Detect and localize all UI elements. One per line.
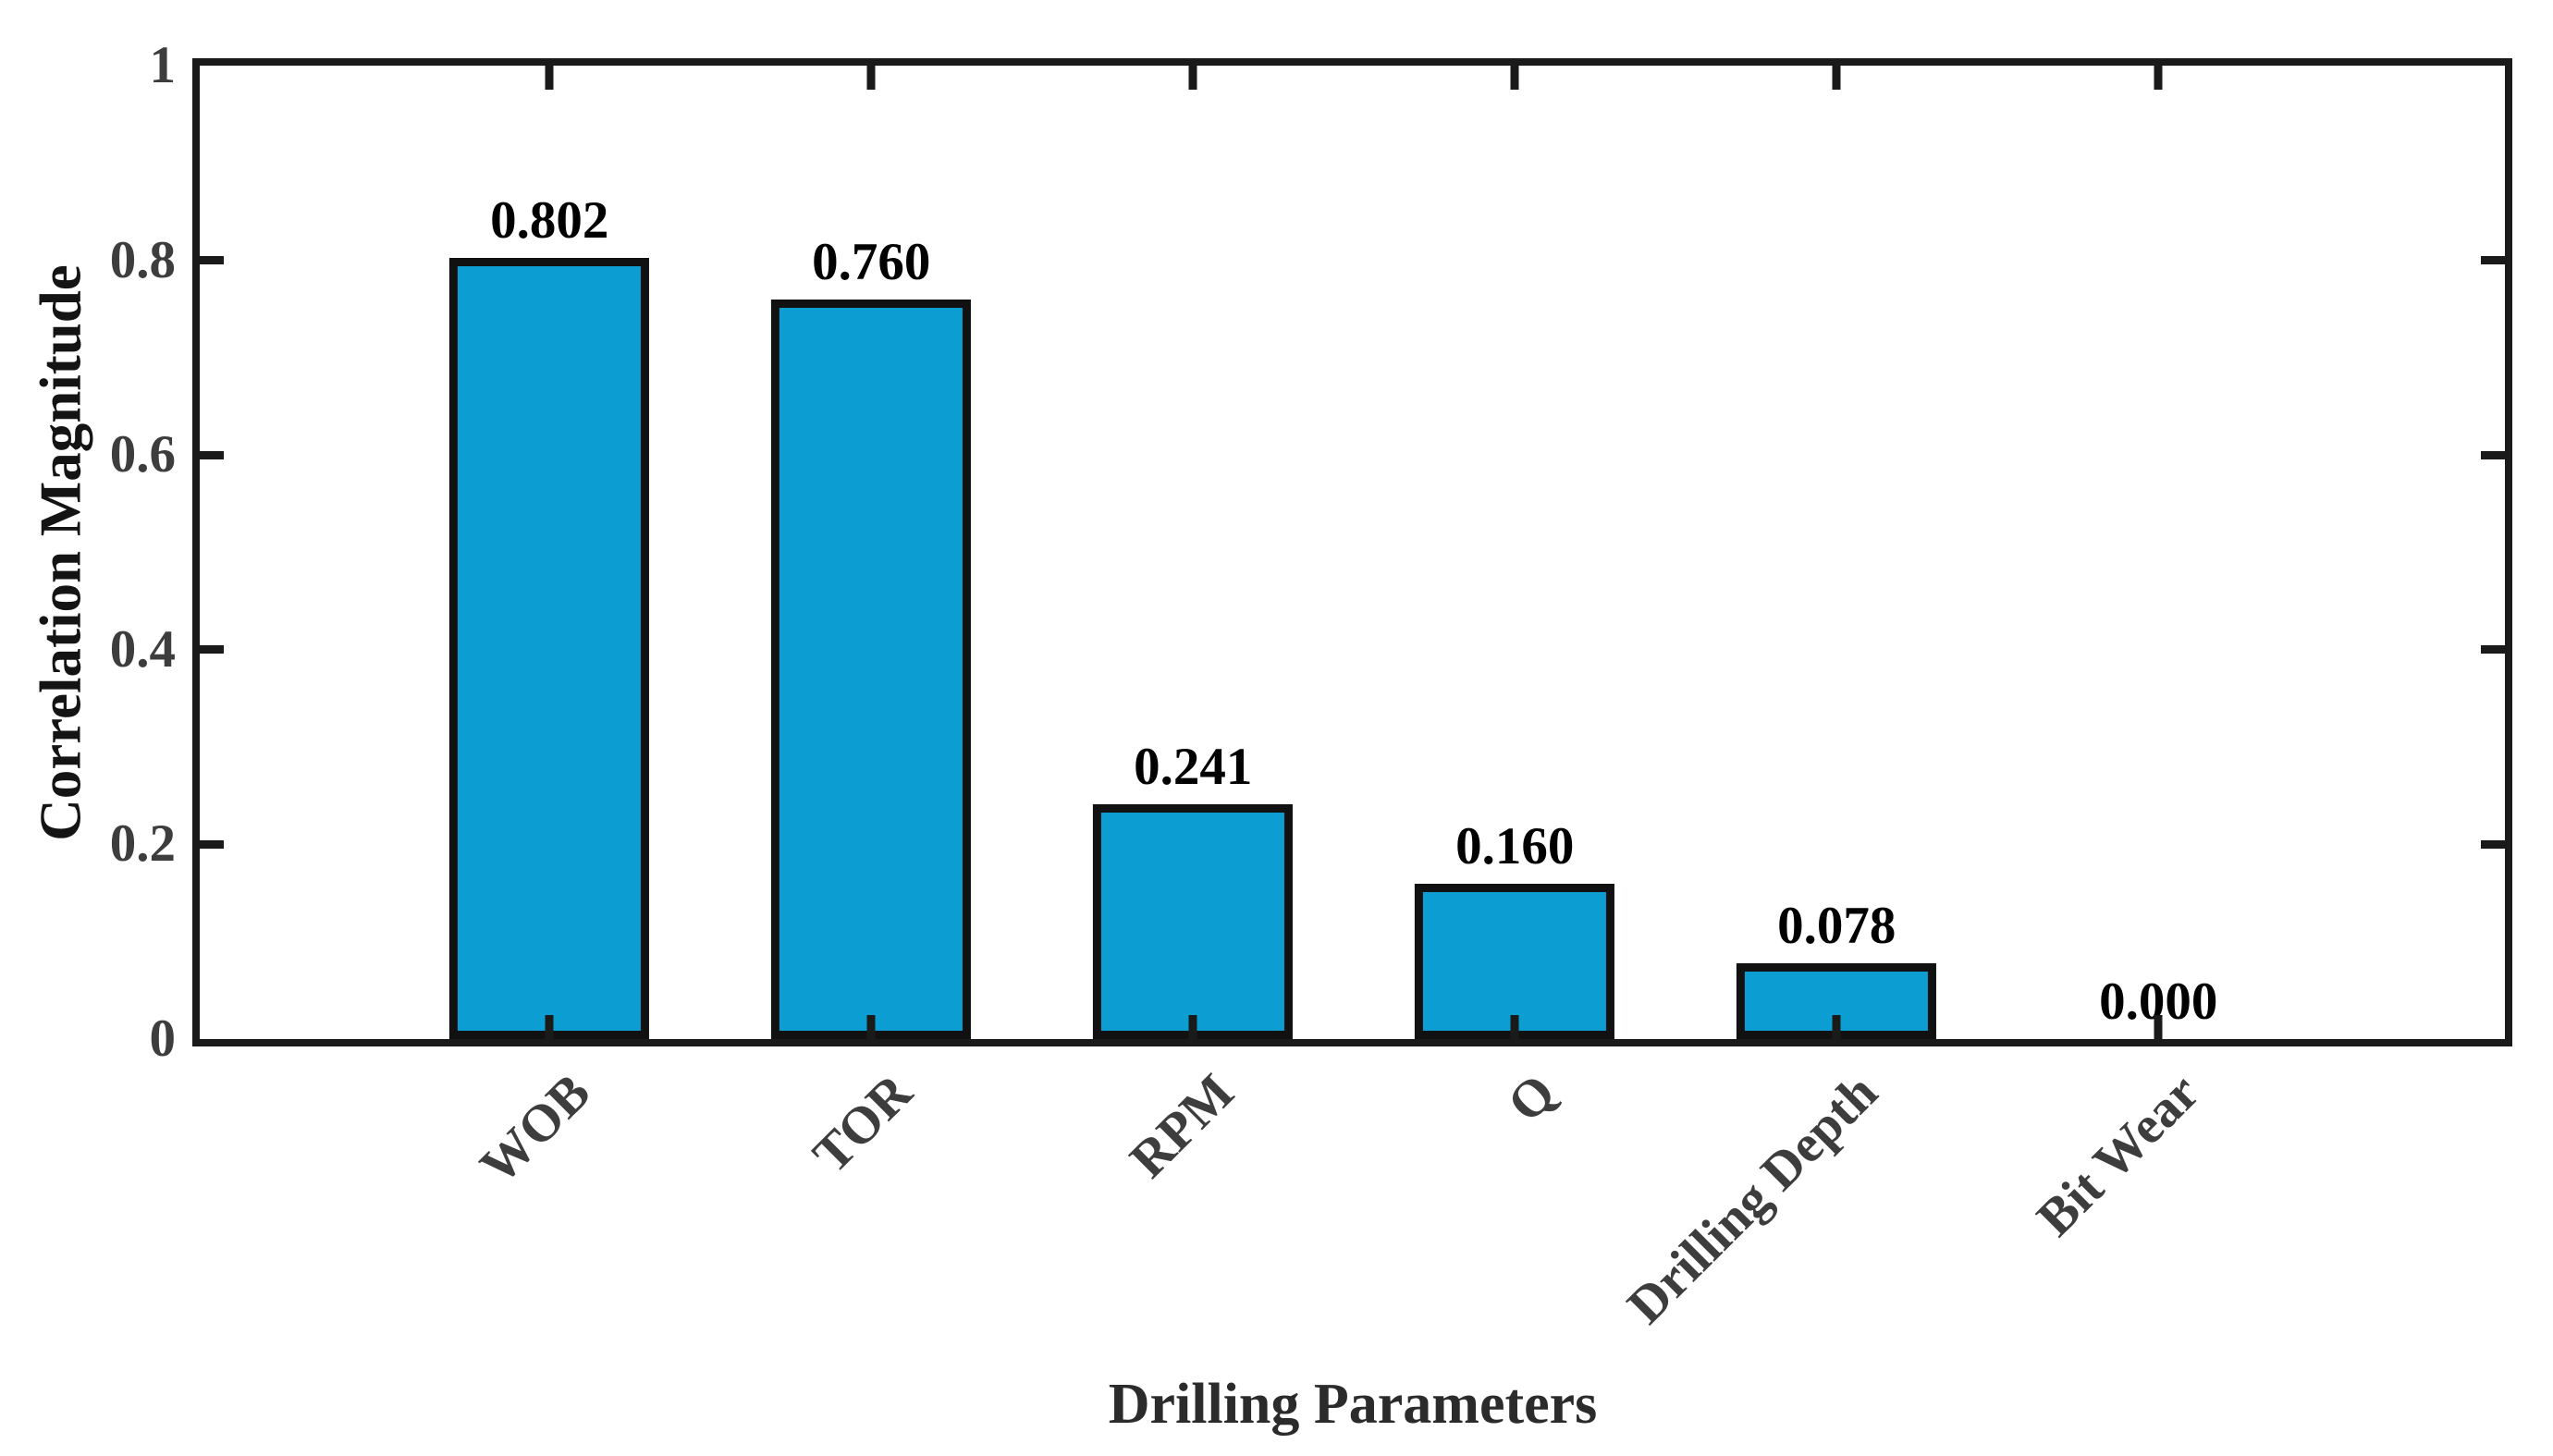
y-tick-label: 1 bbox=[149, 36, 177, 94]
y-tick-mark bbox=[200, 645, 224, 654]
x-tick-label-rpm: RPM bbox=[1119, 1062, 1246, 1190]
y-axis-label: Correlation Magnitude bbox=[28, 264, 93, 841]
y-tick-mark bbox=[2481, 256, 2505, 264]
y-tick-mark bbox=[200, 256, 224, 264]
y-tick-label: 0.4 bbox=[109, 620, 176, 679]
x-tick-mark-top bbox=[1188, 66, 1197, 90]
x-axis-label: Drilling Parameters bbox=[1108, 1373, 1598, 1436]
x-tick-mark bbox=[866, 1015, 876, 1039]
y-tick-mark bbox=[2481, 840, 2505, 849]
y-tick-label: 0.2 bbox=[109, 814, 176, 873]
bar-tor bbox=[771, 300, 972, 1039]
x-tick-mark-top bbox=[545, 66, 554, 90]
x-tick-mark bbox=[1188, 1015, 1197, 1039]
y-tick-label: 0 bbox=[149, 1009, 177, 1068]
value-label: 0.078 bbox=[1777, 897, 1896, 955]
bar-q bbox=[1415, 884, 1615, 1039]
value-label: 0.241 bbox=[1134, 738, 1253, 796]
plot-box: 0.802 0.760 0.241 0.160 0.078 0.000 bbox=[192, 58, 2512, 1046]
x-tick-label-drilling-depth: Drilling Depth bbox=[1616, 1062, 1889, 1336]
x-tick-mark bbox=[1832, 1015, 1841, 1039]
value-label: 0.802 bbox=[490, 191, 609, 250]
x-tick-label-q: Q bbox=[1496, 1062, 1567, 1133]
bar-wob bbox=[449, 258, 650, 1039]
y-tick-mark bbox=[200, 840, 224, 849]
x-tick-mark-top bbox=[2154, 66, 2163, 90]
value-label: 0.160 bbox=[1455, 817, 1575, 875]
x-tick-label-wob: WOB bbox=[469, 1062, 602, 1195]
y-tick-label: 0.6 bbox=[109, 425, 176, 483]
x-tick-mark-top bbox=[1510, 66, 1519, 90]
x-tick-mark-top bbox=[1832, 66, 1841, 90]
x-tick-mark bbox=[545, 1015, 554, 1039]
plot-area: 0.802 0.760 0.241 0.160 0.078 0.000 bbox=[200, 66, 2505, 1039]
x-tick-mark bbox=[1510, 1015, 1519, 1039]
y-tick-label: 0.8 bbox=[109, 231, 176, 289]
y-tick-mark bbox=[2481, 451, 2505, 459]
bar-rpm bbox=[1093, 804, 1294, 1039]
x-tick-mark-top bbox=[866, 66, 876, 90]
x-tick-mark bbox=[2154, 1015, 2163, 1039]
y-tick-mark bbox=[200, 451, 224, 459]
x-tick-label-bit-wear: Bit Wear bbox=[2026, 1062, 2211, 1248]
value-label: 0.760 bbox=[812, 233, 931, 291]
x-tick-label-tor: TOR bbox=[802, 1062, 924, 1185]
y-tick-mark bbox=[2481, 645, 2505, 654]
